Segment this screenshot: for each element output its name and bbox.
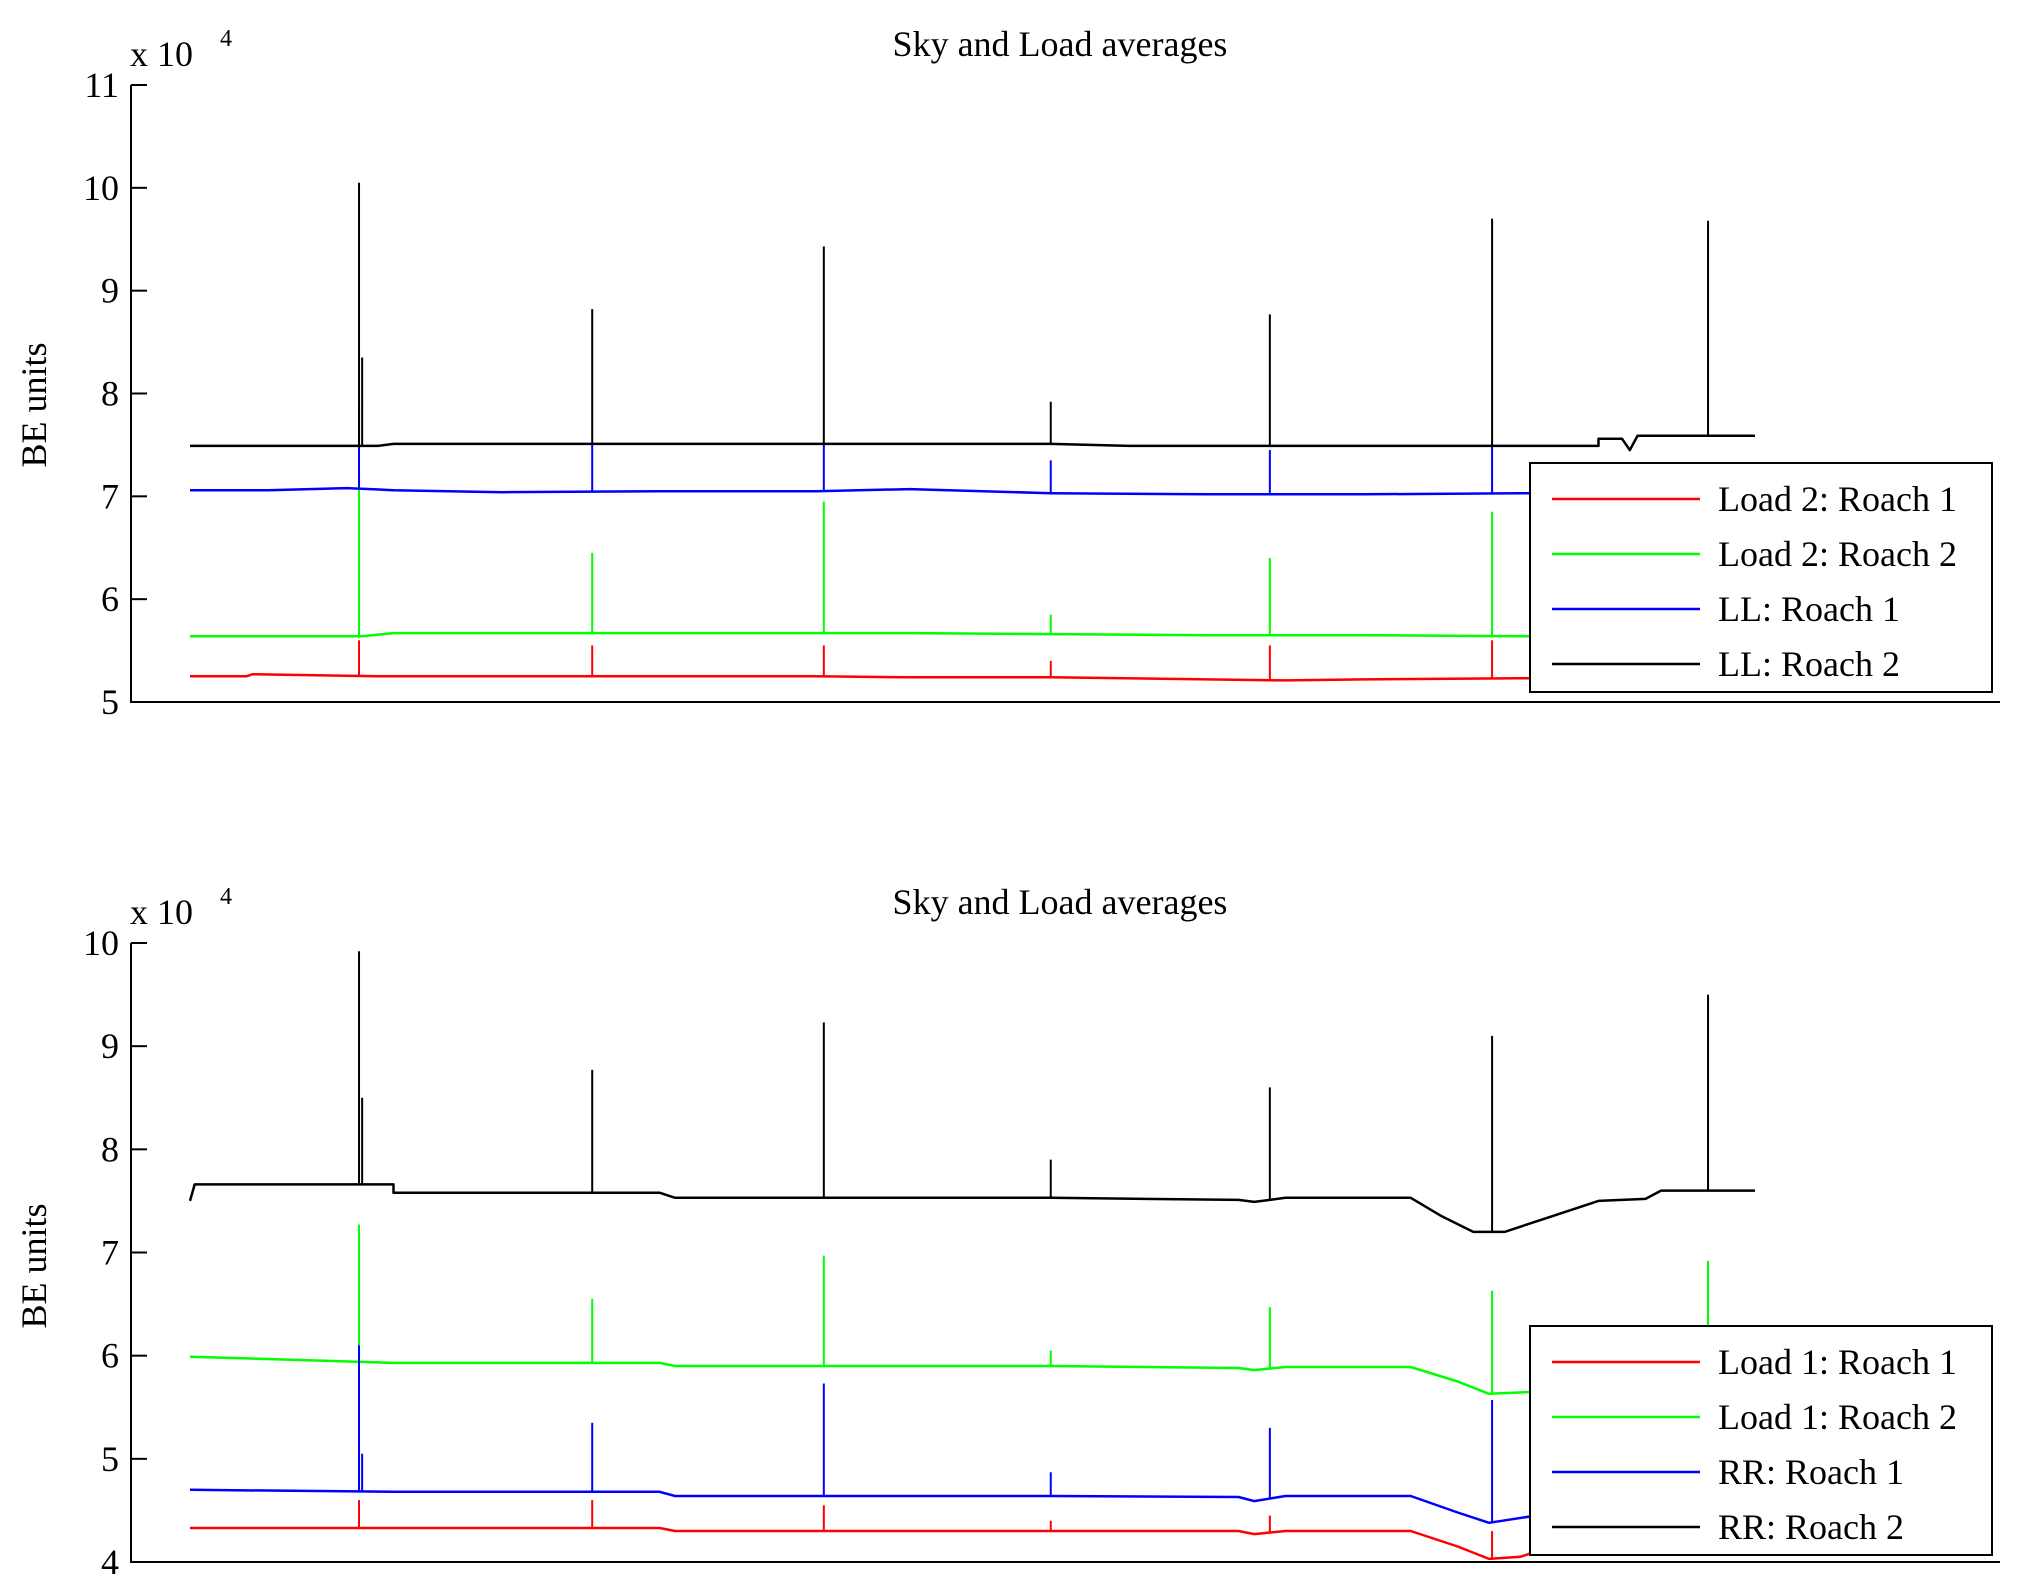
y-tick-label: 4: [101, 1542, 119, 1582]
series-line: [190, 631, 1536, 638]
legend-label: Load 1: Roach 2: [1718, 1397, 1957, 1437]
legend-label: RR: Roach 1: [1718, 1452, 1904, 1492]
y-tick-label: 7: [101, 476, 119, 516]
y-ticks: 5 6 7 8 9 10 11: [83, 65, 147, 722]
legend-box: [1529, 1325, 1993, 1556]
legend-label: Load 2: Roach 1: [1718, 479, 1957, 519]
y-ticks: 4 5 6 7 8 9 10: [83, 923, 147, 1582]
plot-area: [190, 182, 1755, 682]
y-tick-label: 5: [101, 1439, 119, 1479]
legend-label: LL: Roach 1: [1718, 589, 1900, 629]
series-line: [189, 1488, 1537, 1525]
y-tick-label: 6: [101, 579, 119, 619]
y-tick-label: 11: [84, 65, 119, 105]
y-tick-label: 6: [101, 1336, 119, 1376]
y-axis-label: BE units: [14, 342, 54, 467]
y-tick-label: 7: [101, 1233, 119, 1273]
series-line: [188, 1183, 1755, 1234]
y-exponent-power: 4: [220, 884, 232, 910]
legend: Load 2: Roach 1 Load 2: Roach 2 LL: Roach …: [1529, 462, 1993, 693]
legend-label: Load 2: Roach 2: [1718, 534, 1957, 574]
y-exponent-prefix: x 10: [130, 34, 193, 74]
legend-label: LL: Roach 2: [1718, 644, 1900, 684]
y-tick-label: 8: [101, 374, 119, 414]
y-axis-label: BE units: [14, 1203, 54, 1328]
series-line: [190, 434, 1755, 452]
y-tick-label: 9: [101, 271, 119, 311]
chart-title: Sky and Load averages: [893, 882, 1228, 922]
series-line: [190, 1526, 1537, 1561]
series-line: [189, 1355, 1755, 1396]
legend-label: Load 1: Roach 1: [1718, 1342, 1957, 1382]
plot-area: [188, 951, 1755, 1561]
series-line: [190, 486, 1536, 496]
legend-box: [1529, 462, 1993, 693]
y-exponent-power: 4: [220, 26, 232, 52]
series-line: [190, 672, 1536, 682]
chart-panel-top: Sky and Load averages BE units x 10 4 5 6…: [14, 24, 2000, 722]
y-tick-label: 8: [101, 1129, 119, 1169]
y-tick-label: 9: [101, 1026, 119, 1066]
y-tick-label: 10: [83, 168, 119, 208]
chart-title: Sky and Load averages: [893, 24, 1228, 64]
y-tick-label: 5: [101, 682, 119, 722]
legend-label: RR: Roach 2: [1718, 1507, 1904, 1547]
y-tick-label: 10: [83, 923, 119, 963]
y-exponent-prefix: x 10: [130, 892, 193, 932]
chart-panel-bottom: Sky and Load averages BE units x 10 4 4 5…: [14, 882, 2000, 1582]
legend: Load 1: Roach 1 Load 1: Roach 2 RR: Roach …: [1529, 1325, 1993, 1556]
